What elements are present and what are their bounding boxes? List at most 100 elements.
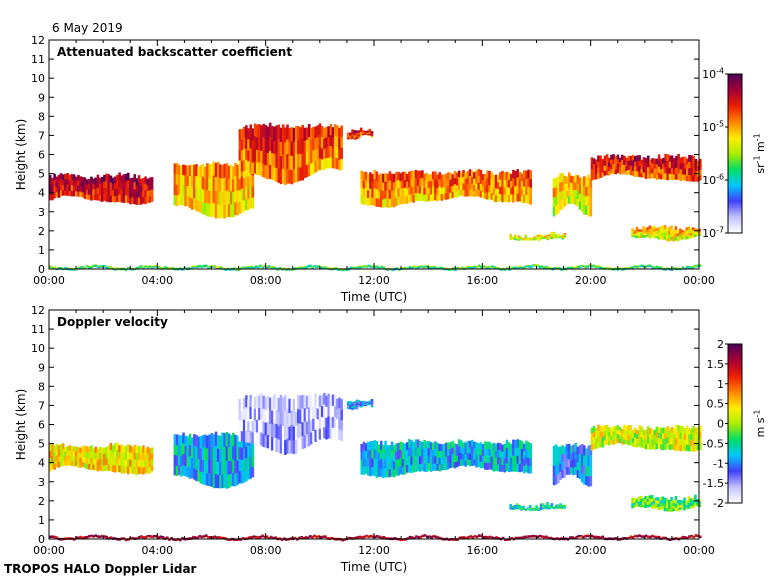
data-cell	[205, 266, 208, 268]
data-cell	[111, 189, 115, 197]
data-cell	[111, 267, 115, 269]
data-cell	[652, 228, 656, 232]
data-cell	[240, 459, 244, 472]
data-cell	[428, 535, 431, 537]
colorbar-segment	[728, 217, 742, 220]
data-cell	[612, 439, 615, 445]
data-cell	[307, 136, 311, 151]
data-cell	[655, 228, 658, 231]
data-cell	[426, 535, 429, 537]
data-cell	[623, 168, 626, 174]
data-cell	[177, 445, 181, 456]
data-cell	[137, 182, 141, 191]
data-cell	[371, 267, 375, 268]
data-cell	[554, 236, 558, 238]
y-tick-label: 10	[31, 72, 45, 85]
data-cell	[351, 407, 354, 411]
colorbar-segment	[728, 99, 742, 103]
data-cell	[416, 455, 420, 464]
data-cell	[213, 266, 217, 268]
data-cell	[557, 176, 560, 187]
data-cell	[236, 460, 239, 473]
data-cell	[255, 124, 259, 138]
data-cell	[449, 454, 452, 462]
data-cell	[538, 265, 542, 267]
data-cell	[161, 537, 165, 539]
data-cell	[647, 266, 650, 268]
data-cell	[198, 265, 202, 267]
data-cell	[214, 459, 218, 475]
data-cell	[297, 153, 300, 168]
data-cell	[331, 137, 335, 148]
data-cell	[436, 443, 439, 451]
data-cell	[518, 186, 522, 195]
data-cell	[194, 265, 197, 267]
data-cell	[227, 474, 231, 489]
data-cell	[137, 537, 141, 539]
data-cell	[144, 466, 147, 473]
data-cell	[574, 450, 577, 459]
data-cell	[94, 183, 98, 190]
data-cell	[137, 267, 141, 269]
data-cell	[222, 267, 225, 269]
data-cell	[499, 193, 502, 202]
data-cell	[644, 498, 647, 503]
data-cell	[51, 449, 54, 457]
data-cell	[55, 269, 59, 271]
data-cell	[384, 467, 387, 478]
data-cell	[319, 536, 323, 537]
data-cell	[220, 266, 223, 268]
data-cell	[526, 237, 530, 239]
data-cell	[287, 539, 290, 541]
data-cell	[85, 189, 89, 195]
data-cell	[275, 423, 278, 439]
data-cell	[399, 465, 403, 475]
data-cell	[599, 441, 602, 448]
data-cell	[614, 430, 618, 436]
data-cell	[197, 200, 200, 213]
data-cell	[249, 457, 252, 469]
data-cell	[460, 537, 464, 539]
data-cell	[172, 268, 176, 269]
data-cell	[559, 182, 562, 192]
data-cell	[188, 186, 192, 198]
data-cell	[49, 181, 52, 188]
data-cell	[554, 444, 558, 455]
data-cell	[144, 266, 147, 268]
data-cell	[55, 443, 59, 450]
data-cell	[293, 267, 297, 269]
data-cell	[131, 197, 134, 204]
data-cell	[699, 158, 702, 165]
data-cell	[77, 537, 80, 539]
data-cell	[182, 453, 185, 465]
data-cell	[368, 402, 372, 404]
data-cell	[327, 393, 330, 406]
data-cell	[503, 465, 507, 473]
data-cell	[570, 189, 573, 197]
data-cell	[569, 267, 572, 269]
data-cell	[142, 537, 145, 538]
data-cell	[57, 266, 61, 268]
data-cell	[288, 412, 291, 427]
data-cell	[55, 181, 59, 188]
data-cell	[577, 266, 581, 268]
data-cell	[688, 267, 691, 269]
data-cell	[257, 537, 260, 539]
data-cell	[116, 267, 119, 269]
data-cell	[664, 269, 667, 271]
data-cell	[189, 268, 193, 269]
data-cell	[273, 126, 276, 141]
data-cell	[434, 267, 438, 269]
data-cell	[332, 537, 336, 539]
data-cell	[387, 537, 390, 539]
data-cell	[405, 464, 409, 473]
data-cell	[592, 158, 596, 164]
data-cell	[603, 160, 607, 166]
data-cell	[410, 538, 414, 539]
data-cell	[155, 266, 158, 268]
data-cell	[304, 267, 308, 269]
data-cell	[505, 194, 509, 202]
data-cell	[644, 501, 647, 506]
data-cell	[439, 537, 442, 539]
data-cell	[425, 456, 429, 465]
